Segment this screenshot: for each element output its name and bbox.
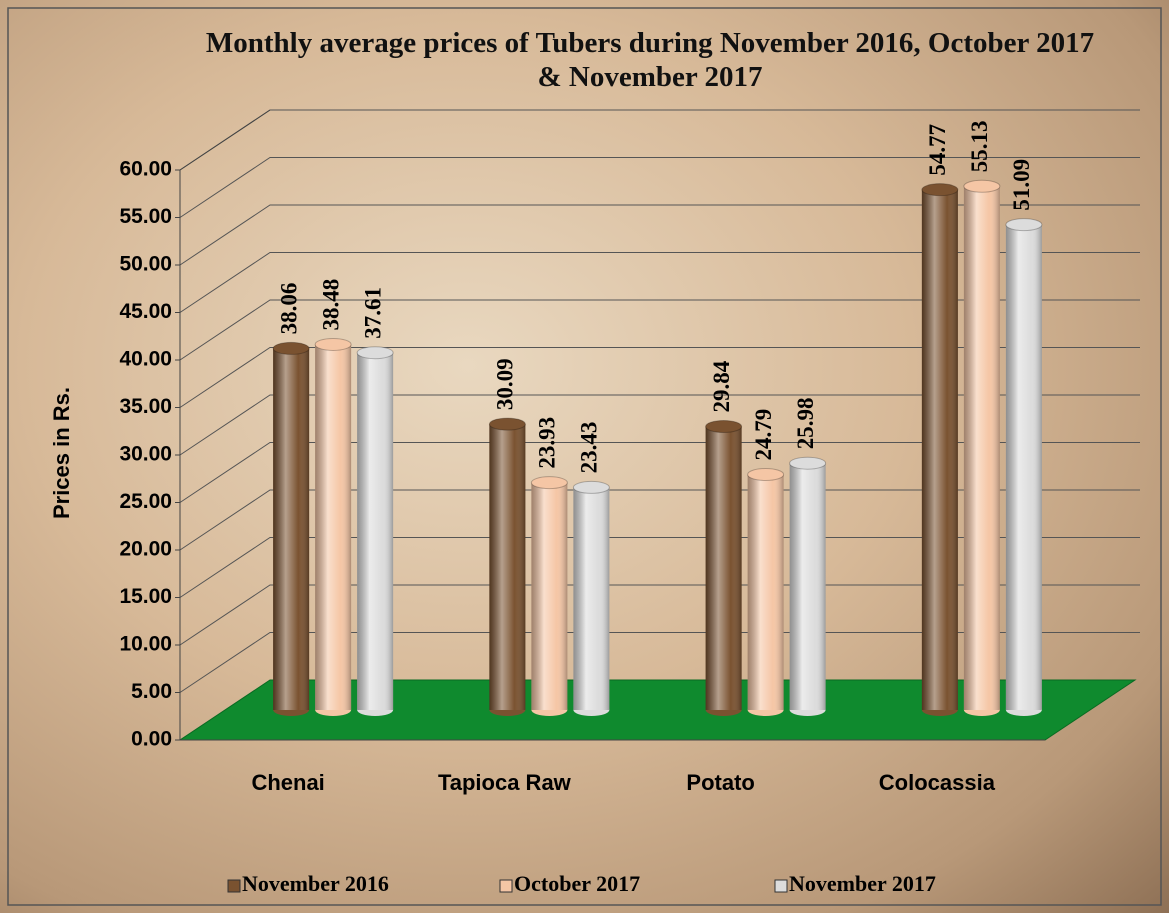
grid-line [179, 584, 1140, 646]
grid-line [179, 347, 1140, 408]
grid-line [179, 537, 1140, 598]
bar [789, 456, 827, 716]
bar-shine [531, 482, 568, 710]
y-tick-label: 50.00 [119, 253, 172, 276]
bar-top [747, 467, 785, 481]
legend-label: November 2016 [242, 871, 389, 896]
bar [747, 467, 785, 716]
chart-border [7, 7, 1162, 906]
bar [272, 341, 310, 716]
data-label: 30.09 [493, 358, 518, 410]
bar-shine [789, 463, 826, 710]
y-tick-label: 5.00 [131, 680, 172, 703]
y-tick-label: 45.00 [119, 300, 172, 323]
grid-line [179, 394, 1140, 456]
bar-shine [315, 344, 352, 710]
x-tick-label: Tapioca Raw [437, 770, 571, 795]
data-label: 29.84 [709, 360, 734, 412]
x-tick-label: Potato [686, 770, 755, 795]
y-tick-label: 30.00 [119, 443, 172, 466]
y-axis-label: Prices in Rs. [49, 386, 74, 520]
bar-shine [573, 487, 610, 710]
bar-top [314, 337, 352, 351]
y-tick-label: 25.00 [119, 490, 172, 513]
data-label: 38.48 [318, 279, 343, 331]
bar-top [272, 341, 310, 355]
legend-swatch [499, 879, 513, 893]
legend-label: November 2017 [789, 871, 936, 896]
bar-top [1005, 218, 1043, 232]
y-tick-label: 35.00 [119, 395, 172, 418]
grid-line [179, 204, 1140, 266]
y-tick-label: 10.00 [119, 633, 172, 656]
data-label: 54.77 [925, 124, 950, 176]
data-label: 24.79 [751, 409, 776, 461]
bar-top [705, 420, 743, 434]
bar-shine [1005, 224, 1042, 710]
grid-line [179, 157, 1140, 218]
bar [1005, 218, 1043, 716]
data-label: 55.13 [967, 121, 992, 173]
bar-top [530, 476, 568, 490]
bar-top [572, 480, 610, 494]
bar [705, 420, 743, 716]
y-tick-label: 40.00 [119, 348, 172, 371]
legend-swatch [227, 879, 241, 893]
bar-shine [489, 424, 526, 710]
y-tick-label: 55.00 [119, 205, 172, 228]
bar-top [356, 346, 394, 360]
bar [963, 179, 1001, 716]
grid-line [179, 442, 1140, 503]
grid-line [179, 489, 1140, 551]
bar [530, 476, 568, 716]
y-tick-label: 60.00 [119, 158, 172, 181]
bar-shine [273, 348, 310, 710]
data-label: 51.09 [1009, 159, 1034, 211]
bar-shine [357, 352, 394, 710]
bar-shine [747, 474, 784, 710]
bar-shine [963, 186, 1000, 710]
data-label: 23.93 [535, 417, 560, 469]
y-tick-label: 20.00 [119, 538, 172, 561]
bar [314, 337, 352, 716]
bar-top [921, 183, 959, 197]
bar-top [488, 417, 526, 431]
grid-line [179, 252, 1140, 313]
grid-line [179, 109, 1140, 171]
x-tick-label: Chenai [251, 770, 325, 795]
y-axis-depth [179, 109, 271, 171]
bar-shine [921, 189, 958, 710]
data-label: 37.61 [360, 287, 385, 339]
bar-shine [705, 426, 742, 710]
legend-label: October 2017 [514, 871, 640, 896]
legend-swatch [774, 879, 788, 893]
y-tick-label: 0.00 [131, 728, 172, 751]
bar-top [789, 456, 827, 470]
data-label: 25.98 [793, 397, 818, 449]
bar [921, 183, 959, 716]
x-tick-label: Colocassia [878, 770, 995, 795]
chart-title: Monthly average prices of Tubers during … [205, 27, 1095, 93]
bar [488, 417, 526, 716]
data-label: 23.43 [577, 422, 602, 474]
data-label: 38.06 [276, 283, 301, 335]
y-tick-label: 15.00 [119, 585, 172, 608]
grid-line [179, 299, 1140, 361]
grid-line [179, 632, 1140, 693]
bar [356, 346, 394, 716]
bar-top [963, 179, 1001, 193]
bar [572, 480, 610, 716]
